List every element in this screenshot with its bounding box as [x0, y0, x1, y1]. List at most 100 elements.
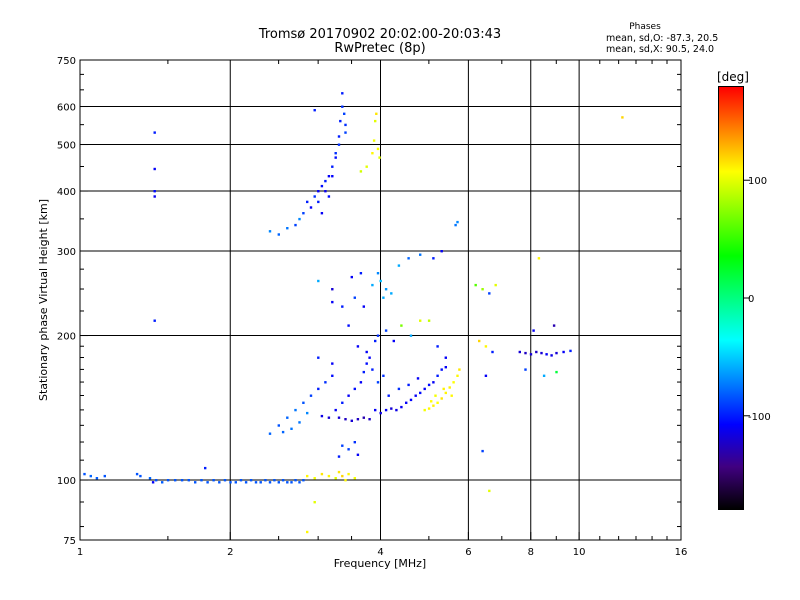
data-point	[347, 394, 350, 397]
data-point	[390, 407, 393, 410]
data-point	[524, 368, 527, 371]
data-point	[103, 474, 106, 478]
data-point	[313, 109, 316, 112]
data-point	[317, 190, 320, 193]
data-point	[148, 477, 152, 480]
data-point	[324, 190, 327, 193]
data-point	[407, 383, 410, 387]
data-point	[440, 368, 443, 371]
data-point	[331, 175, 334, 178]
data-point	[442, 387, 445, 391]
data-point	[397, 264, 401, 267]
data-point	[359, 170, 363, 173]
data-point	[484, 374, 488, 377]
data-point	[432, 381, 435, 384]
data-point	[313, 501, 316, 504]
data-point	[382, 296, 385, 299]
data-point	[290, 481, 293, 484]
data-point	[204, 466, 207, 470]
data-point	[353, 387, 356, 391]
data-point	[327, 175, 331, 178]
data-point	[83, 472, 86, 476]
data-point	[344, 479, 347, 482]
data-point	[313, 195, 316, 198]
data-point	[372, 139, 376, 142]
data-point	[194, 481, 197, 484]
data-point	[419, 253, 422, 256]
data-point	[286, 227, 289, 230]
data-point	[298, 217, 301, 221]
data-point	[347, 324, 350, 327]
data-point	[456, 220, 459, 224]
data-point	[400, 405, 403, 409]
data-point	[234, 481, 237, 484]
data-point	[488, 489, 491, 493]
data-point	[341, 444, 344, 447]
data-point	[273, 479, 276, 482]
data-point	[379, 279, 382, 283]
y-tick-label: 400	[57, 187, 76, 198]
data-point	[409, 398, 413, 402]
grid-lines	[80, 60, 681, 540]
x-tick-label: 4	[377, 547, 383, 558]
data-point	[298, 421, 301, 424]
chart-title: Tromsø 20170902 20:02:00-20:03:43	[258, 27, 502, 42]
data-point	[436, 401, 439, 404]
data-point	[286, 416, 289, 419]
data-point	[384, 288, 388, 291]
data-point	[309, 394, 313, 397]
data-point	[277, 481, 280, 484]
y-tick-label: 300	[57, 247, 76, 258]
data-point	[294, 223, 297, 227]
data-point	[341, 92, 344, 95]
data-point	[397, 387, 401, 391]
data-point	[306, 530, 309, 534]
data-point	[317, 279, 320, 283]
data-point	[356, 453, 360, 456]
phases-heading: Phases	[629, 22, 661, 32]
data-point	[313, 477, 316, 480]
data-point	[337, 470, 341, 474]
data-point	[294, 408, 297, 412]
data-point	[379, 411, 382, 415]
data-point	[376, 147, 380, 151]
y-axis-label: Stationary phase Virtual Height [km]	[37, 199, 50, 401]
data-point	[259, 481, 262, 484]
data-point	[378, 156, 381, 159]
data-point	[223, 479, 227, 482]
data-point	[540, 351, 543, 355]
phases-x-stats: mean, sd,X: 90.5, 24.0	[606, 44, 715, 55]
data-point	[409, 334, 413, 337]
data-point	[309, 206, 313, 209]
data-point	[331, 374, 334, 377]
data-point	[268, 230, 272, 233]
y-tick-label: 75	[63, 536, 76, 547]
data-point	[371, 152, 374, 155]
data-point	[362, 416, 365, 419]
data-point	[306, 200, 309, 204]
colorbar-tick-label: -100	[748, 412, 771, 423]
data-point	[153, 319, 156, 322]
data-point	[153, 195, 156, 198]
data-point	[374, 119, 377, 123]
data-point	[448, 386, 451, 389]
data-point	[174, 479, 177, 482]
data-point	[362, 305, 365, 308]
data-point	[545, 353, 548, 356]
data-point	[400, 324, 403, 327]
data-point	[414, 394, 417, 397]
data-point	[374, 408, 377, 412]
data-point	[356, 418, 360, 421]
data-point	[334, 477, 337, 480]
data-point	[281, 430, 285, 434]
data-point	[384, 329, 388, 332]
x-tick-label: 10	[573, 547, 586, 558]
data-point	[494, 283, 497, 287]
data-point	[353, 441, 356, 444]
data-point	[436, 345, 439, 348]
data-point	[324, 179, 327, 183]
data-point	[320, 414, 324, 418]
data-point	[376, 334, 380, 337]
data-point	[151, 481, 155, 484]
data-point	[371, 283, 374, 287]
